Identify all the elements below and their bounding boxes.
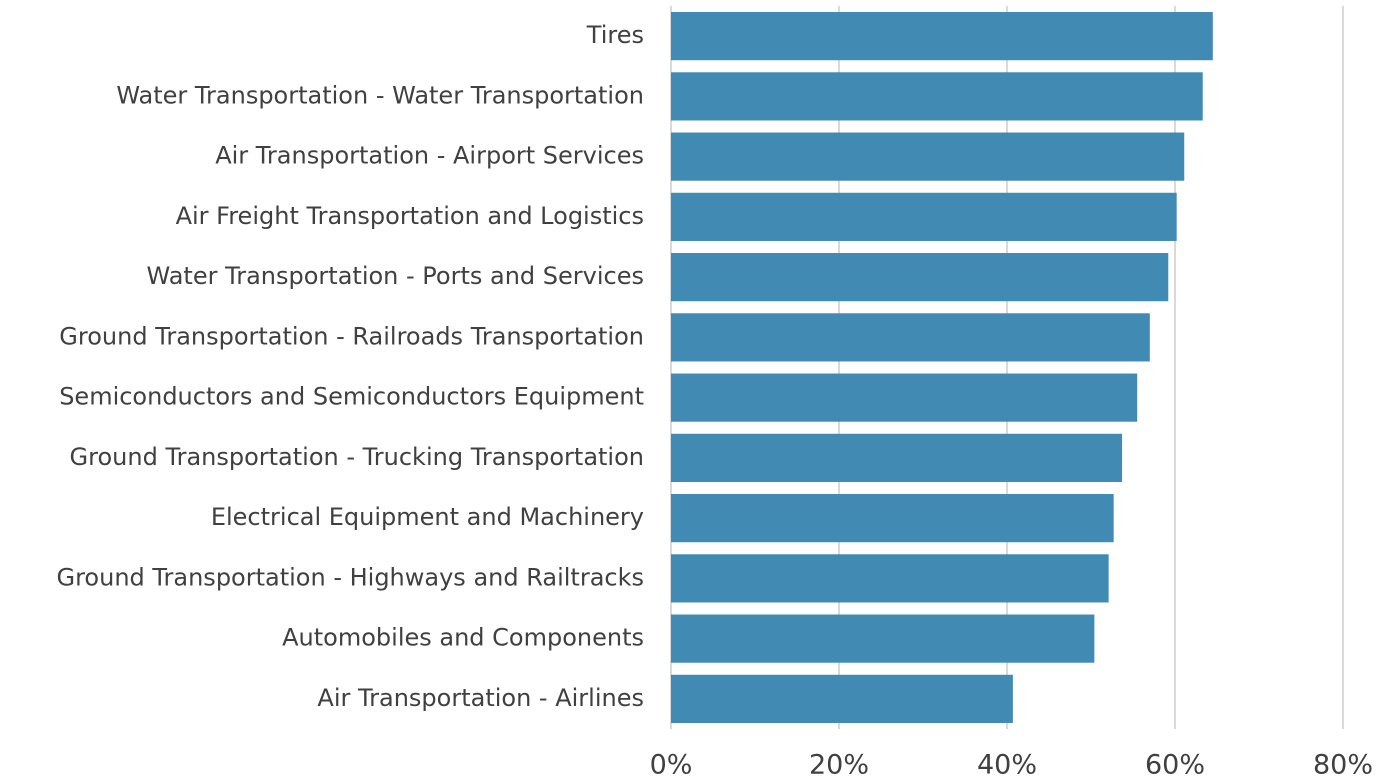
bar <box>671 554 1109 603</box>
bar <box>671 253 1169 302</box>
bar <box>671 494 1114 543</box>
bar <box>671 192 1177 241</box>
y-tick-label: Semiconductors and Semiconductors Equipm… <box>59 383 644 411</box>
x-tick-label: 60% <box>1145 750 1205 780</box>
x-tick-label: 20% <box>809 750 869 780</box>
y-tick-label: Ground Transportation - Trucking Transpo… <box>70 443 644 471</box>
bar <box>671 313 1150 362</box>
x-tick-label: 80% <box>1313 750 1373 780</box>
y-tick-label: Water Transportation - Water Transportat… <box>116 81 644 109</box>
y-tick-label: Water Transportation - Ports and Service… <box>147 262 644 290</box>
bar <box>671 132 1185 181</box>
y-tick-label: Air Transportation - Airlines <box>317 684 644 712</box>
y-tick-label: Ground Transportation - Railroads Transp… <box>59 322 644 350</box>
x-tick-label: 40% <box>977 750 1037 780</box>
y-tick-label: Air Freight Transportation and Logistics <box>176 202 644 230</box>
x-tick-label: 0% <box>650 750 693 780</box>
y-tick-label: Tires <box>586 21 644 49</box>
y-tick-label: Ground Transportation - Highways and Rai… <box>56 563 644 591</box>
bar <box>671 674 1013 723</box>
y-tick-label: Air Transportation - Airport Services <box>215 142 644 170</box>
bar <box>671 72 1203 121</box>
bar <box>671 12 1213 61</box>
bar <box>671 373 1138 422</box>
bar <box>671 614 1095 663</box>
bar <box>671 433 1123 482</box>
y-tick-label: Electrical Equipment and Machinery <box>211 503 644 531</box>
y-tick-label: Automobiles and Components <box>282 624 644 652</box>
